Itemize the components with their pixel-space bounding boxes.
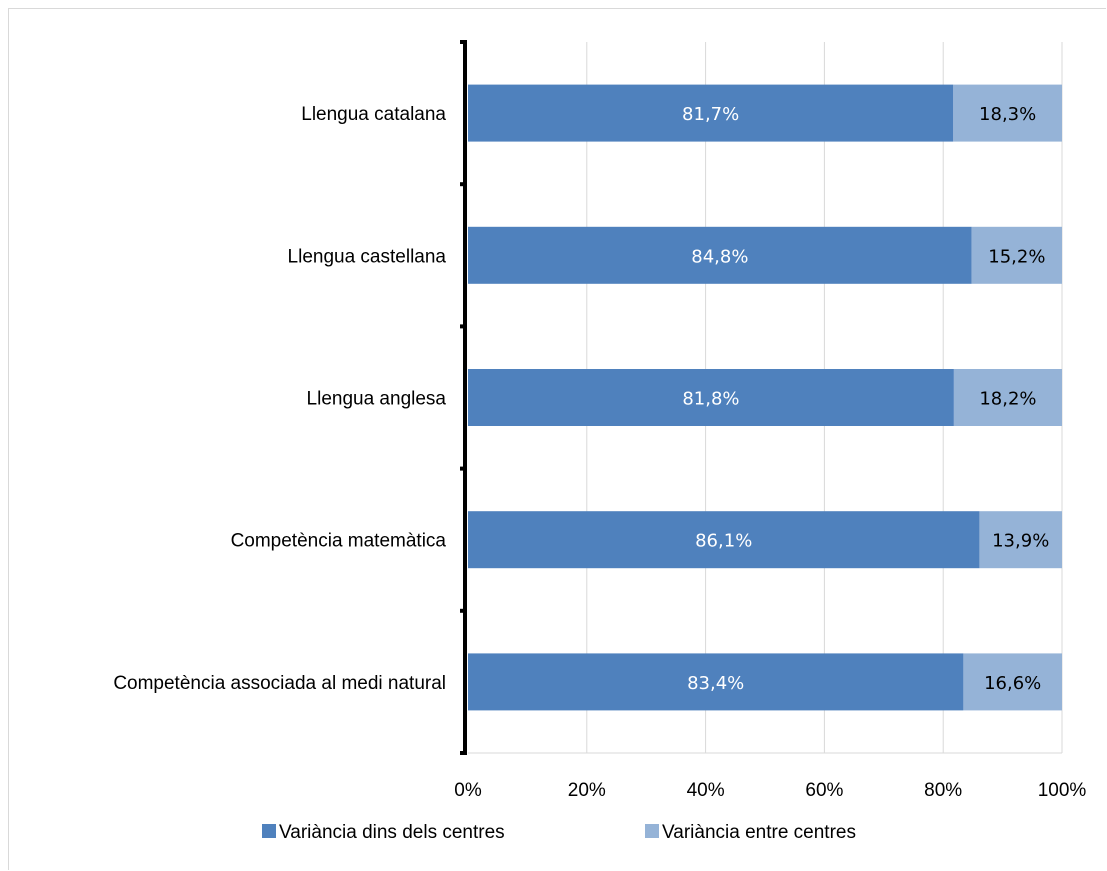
bar-segment [963,653,1062,711]
x-tick-label: 40% [687,780,725,801]
axes [460,40,1062,755]
category-label: Competència associada al medi natural [113,673,446,694]
x-tick-label: 0% [454,780,482,801]
bar-segment [468,226,972,284]
category-label: Llengua castellana [288,246,447,267]
bar-segment [953,369,1062,426]
bar-segment [468,511,980,569]
x-tick-label: 20% [568,780,606,801]
chart-frame [8,8,1106,870]
data-label: 81,7% [682,104,739,125]
data-label: 81,8% [682,389,739,410]
bar-segment [468,84,954,142]
data-label: 86,1% [695,531,752,552]
data-label: 16,6% [984,673,1041,694]
data-label: 18,2% [979,389,1036,410]
bar-segment [979,511,1062,569]
data-label: 15,2% [988,246,1045,267]
data-label: 83,4% [687,673,744,694]
bar-segment [468,653,964,711]
labels: 0% 20% 40% 60% 80% 100% 81,7% 18,3% Llengua cata… [113,104,1086,801]
data-label: 13,9% [992,531,1049,552]
legend: Variància dins dels centres Variància ent… [262,822,856,843]
legend-entry: Variància entre centres [662,822,856,843]
category-label: Llengua anglesa [307,389,447,410]
data-label: 18,3% [979,104,1036,125]
x-tick-label: 60% [805,780,843,801]
x-tick-label: 80% [924,780,962,801]
category-label: Competència matemàtica [231,531,447,552]
legend-entry: Variància dins dels centres [279,822,505,843]
bar-segment [971,226,1062,284]
bars [468,84,1062,711]
legend-swatch [645,824,659,838]
category-label: Llengua catalana [301,104,446,125]
bar-segment [953,84,1062,142]
bar-segment [468,369,954,426]
legend-swatch [262,824,276,838]
x-tick-label: 100% [1038,780,1087,801]
data-label: 84,8% [691,246,748,267]
